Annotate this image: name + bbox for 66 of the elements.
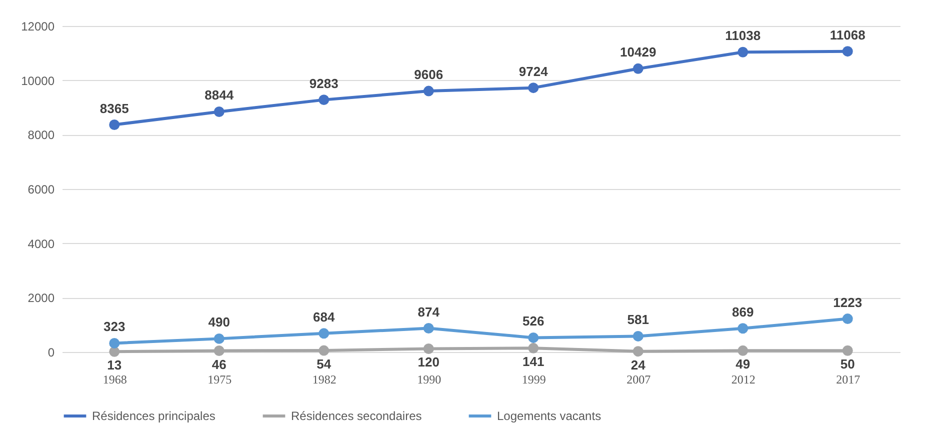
data-label: 141 (522, 354, 544, 370)
y-tick-label: 6000 (28, 182, 55, 196)
data-label: 8844 (204, 88, 234, 103)
data-label: 13 (107, 358, 122, 373)
y-tick-label: 8000 (28, 128, 55, 142)
data-label: 49 (736, 356, 750, 372)
point (842, 314, 853, 324)
x-tick-label: 1975 (208, 372, 232, 386)
data-label: 1223 (833, 294, 862, 310)
y-tick-label: 10000 (21, 74, 55, 88)
y-tick-label: 0 (48, 346, 55, 360)
point (214, 333, 224, 344)
data-label: 8365 (100, 100, 129, 116)
point (632, 330, 644, 342)
point (318, 345, 330, 356)
data-label: 526 (522, 314, 544, 329)
data-label: 323 (104, 319, 126, 334)
data-label: 9724 (518, 64, 549, 79)
point (109, 346, 120, 357)
x-tick-label: 2017 (836, 372, 860, 386)
point (632, 346, 644, 357)
legend-label: Logements vacants (497, 409, 602, 423)
point (632, 63, 644, 74)
x-tick-label: 1990 (417, 372, 442, 386)
data-label: 874 (418, 304, 440, 320)
data-label: 490 (208, 314, 230, 330)
data-label: 50 (840, 356, 855, 372)
point (214, 106, 224, 117)
data-label: 869 (732, 304, 754, 320)
point (738, 345, 748, 356)
data-label: 9606 (414, 67, 444, 82)
data-label: 10429 (620, 44, 656, 60)
point (528, 332, 539, 343)
x-tick-label: 2007 (626, 372, 651, 386)
point (423, 323, 434, 334)
point (318, 328, 330, 339)
y-tick-label: 2000 (28, 291, 55, 306)
point (528, 342, 539, 354)
x-tick-label: 1968 (102, 372, 127, 386)
data-label: 11038 (725, 28, 761, 44)
y-tick-label: 12000 (21, 20, 55, 34)
legend-label: Résidences secondaires (291, 409, 422, 423)
point (842, 345, 853, 356)
data-label: 120 (418, 354, 440, 370)
data-label: 54 (316, 356, 332, 372)
point (738, 46, 748, 58)
data-label: 46 (212, 356, 226, 372)
x-tick-label: 1982 (312, 372, 336, 386)
point (423, 86, 434, 96)
point (738, 323, 748, 334)
legend-label: Résidences principales (92, 409, 216, 423)
point (423, 344, 434, 354)
data-label: 11068 (830, 27, 866, 42)
point (528, 82, 539, 94)
x-tick-label: 2012 (731, 372, 756, 386)
data-label: 9283 (309, 76, 338, 91)
data-label: 24 (630, 357, 646, 372)
data-label: 581 (627, 312, 649, 328)
x-tick-label: 1999 (522, 372, 546, 386)
y-tick-label: 4000 (28, 236, 55, 251)
point (842, 46, 853, 57)
data-label: 684 (313, 309, 336, 324)
point (109, 338, 120, 348)
point (214, 346, 224, 356)
point (109, 120, 120, 130)
point (318, 94, 330, 106)
